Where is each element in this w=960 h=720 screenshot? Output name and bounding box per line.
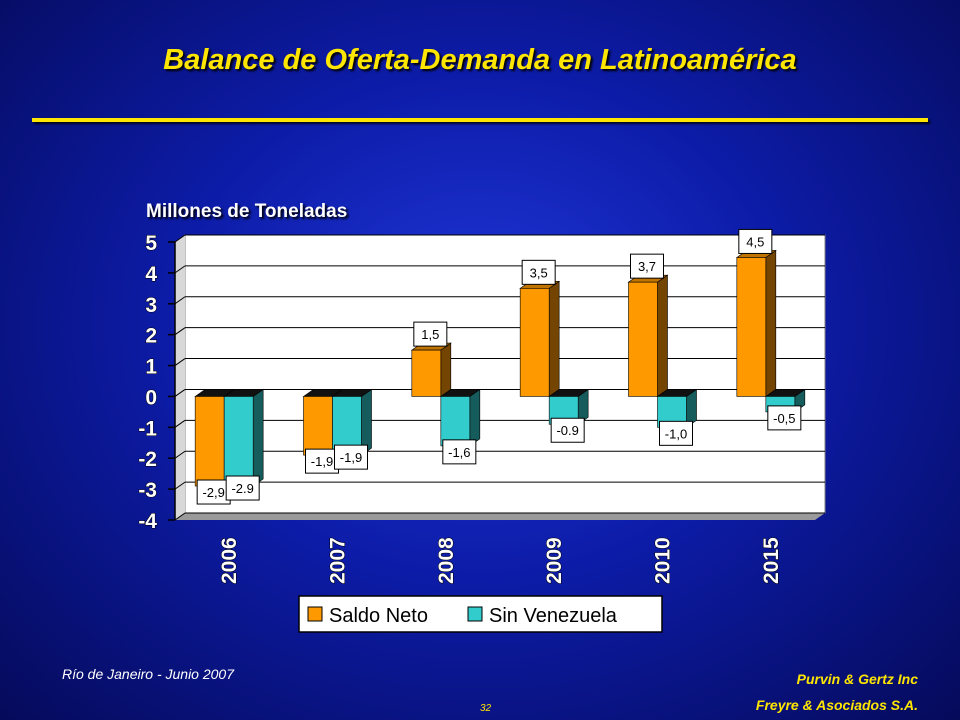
footer-company-2: Freyre & Asociados S.A.: [755, 697, 918, 713]
data-label: -1,9: [305, 448, 339, 474]
bar-sin-venezuela-2009: [548, 388, 590, 425]
data-label-text: 3,7: [638, 259, 656, 274]
footer-location-date: Río de Janeiro - Junio 2007: [62, 666, 234, 682]
page-number: 32: [480, 703, 492, 714]
legend-label-1: Saldo Neto: [329, 605, 428, 627]
x-tick-label: 2008: [435, 537, 458, 584]
data-label: 3,7: [630, 253, 664, 279]
data-label: -0.9: [550, 417, 585, 443]
y-tick-label: 1: [145, 356, 157, 379]
y-tick-label: 4: [145, 263, 157, 286]
y-axis-unit-label: Millones de Toneladas: [146, 201, 348, 222]
y-tick-label: -1: [138, 417, 157, 440]
gridline-side: [174, 389, 186, 397]
gridline-side: [174, 481, 186, 490]
y-tick-label: 0: [145, 386, 157, 409]
bar-sin-venezuela-2006: [223, 388, 265, 487]
bar-sin-venezuela-2008: [439, 388, 481, 447]
data-label-text: -0.9: [556, 423, 578, 438]
data-label: 3,5: [521, 259, 556, 285]
data-label-text: -1,6: [448, 445, 470, 460]
y-tick-label: -4: [138, 510, 157, 533]
chart-floor: [175, 513, 825, 520]
bar-saldo-neto-2015: [735, 249, 777, 398]
bar-saldo-neto-2008: [410, 342, 452, 398]
chart-side-wall: [175, 235, 185, 520]
data-label-text: -1,9: [340, 450, 362, 465]
x-tick-label: 2006: [218, 537, 241, 584]
data-label-text: 4,5: [746, 234, 764, 249]
data-label: 1,5: [413, 321, 448, 347]
gridline-side: [174, 358, 186, 366]
data-label-text: -1,9: [311, 454, 333, 469]
y-tick-label: -3: [138, 479, 157, 502]
gridline-side: [174, 265, 186, 274]
gridline-side: [174, 512, 186, 521]
legend-label-2: Sin Venezuela: [489, 605, 618, 627]
x-tick-label: 2010: [652, 537, 675, 584]
data-label: -1,6: [442, 439, 477, 465]
data-label-text: -1,0: [665, 426, 687, 441]
x-tick-label: 2015: [760, 537, 783, 584]
gridline-side: [174, 419, 186, 428]
gridline-side: [174, 234, 186, 243]
data-label: -2.9: [225, 475, 260, 501]
bar-saldo-neto-2010: [627, 274, 669, 398]
legend-swatch-1: [307, 606, 323, 622]
data-label-text: -2.9: [231, 481, 253, 496]
data-label-text: -2,9: [202, 485, 224, 500]
data-label: -0,5: [767, 405, 802, 431]
x-tick-label: 2007: [327, 537, 350, 584]
data-label-text: 3,5: [530, 265, 548, 280]
x-tick-label: 2009: [543, 537, 566, 584]
data-label-text: -0,5: [773, 411, 795, 426]
data-label: -1,9: [334, 444, 368, 470]
y-tick-label: 5: [145, 232, 157, 255]
title-underline: [32, 118, 928, 122]
plot-area: [184, 234, 826, 514]
footer-company-1: Purvin & Gertz Inc: [796, 671, 918, 687]
data-label: -2,9: [196, 479, 231, 505]
data-label-text: 1,5: [421, 327, 439, 342]
gridline-side: [174, 296, 186, 305]
data-label: -1,0: [659, 420, 693, 446]
y-tick-label: 2: [145, 325, 157, 348]
legend-swatch-2: [467, 606, 483, 622]
bar-saldo-neto-2009: [519, 280, 561, 398]
slide-title: Balance de Oferta-Demanda en Latinoaméri…: [163, 44, 797, 76]
gridline-side: [174, 327, 186, 336]
y-tick-label: 3: [145, 294, 157, 317]
data-label: 4,5: [738, 228, 773, 254]
gridline-side: [174, 450, 186, 459]
y-tick-label: -2: [138, 448, 157, 471]
